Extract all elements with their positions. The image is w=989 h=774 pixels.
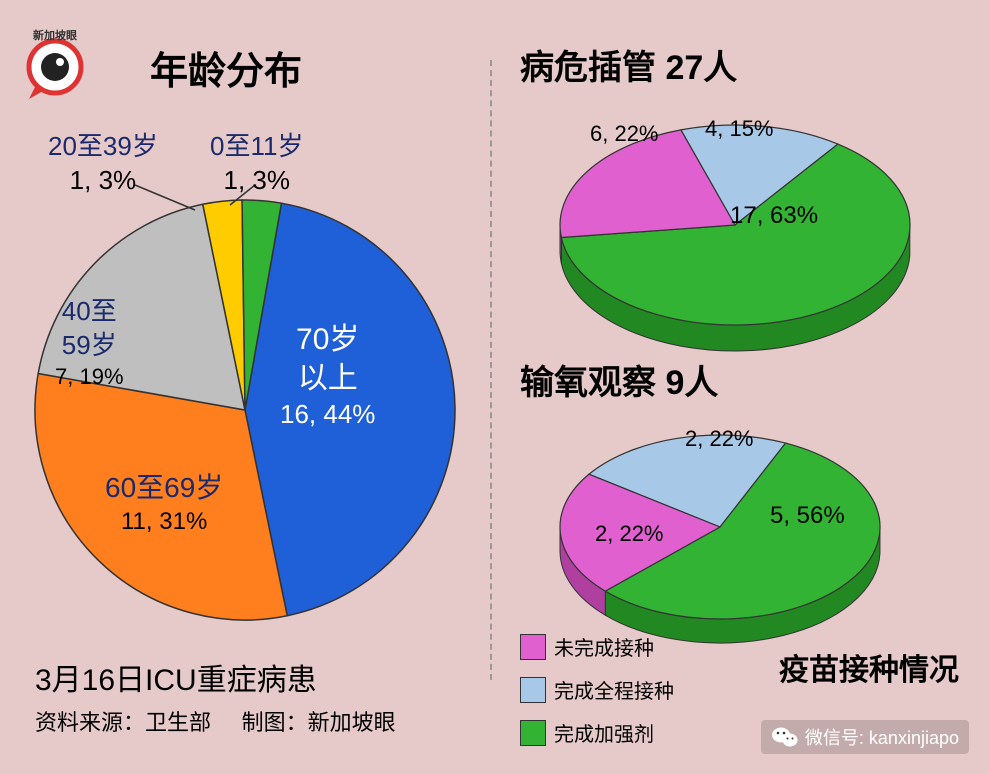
slice-value-70plus: 16, 44% <box>280 398 375 432</box>
slice-value-20-39: 1, 3% <box>48 164 158 198</box>
source-line: 资料来源：卫生部 制图：新加坡眼 <box>35 705 396 737</box>
chart2-label-blue: 2, 22% <box>685 425 754 454</box>
legend-item-0: 未完成接种 <box>520 632 654 661</box>
legend-label-2: 完成加强剂 <box>554 718 654 747</box>
legend-swatch-0 <box>520 634 546 660</box>
chart1-title: 病危插管 27人 <box>520 40 737 89</box>
chart1-label-blue: 4, 15% <box>705 115 774 144</box>
chart1-label-pink: 6, 22% <box>590 120 659 149</box>
slice-value-0-11: 1, 3% <box>210 164 303 198</box>
legend-label-1: 完成全程接种 <box>554 675 674 704</box>
legend-item-2: 完成加强剂 <box>520 718 654 747</box>
slice-label-0-11: 0至11岁 1, 3% <box>210 130 303 198</box>
slice-label-60-69: 60至69岁 11, 31% <box>105 470 223 538</box>
legend-swatch-2 <box>520 720 546 746</box>
left-subtitle: 3月16日ICU重症病患 <box>35 655 317 699</box>
legend-label-0: 未完成接种 <box>554 632 654 661</box>
slice-label-20-39: 20至39岁 1, 3% <box>48 130 158 198</box>
chart2-label-pink: 2, 22% <box>595 520 664 549</box>
slice-label-70plus: 70岁 以上 16, 44% <box>280 320 375 432</box>
slice-value-40-59: 7, 19% <box>55 363 124 392</box>
slice-label-40-59: 40至 59岁 7, 19% <box>55 295 124 391</box>
legend-swatch-1 <box>520 677 546 703</box>
wechat-label: 微信号: kanxinjiapo <box>805 724 959 750</box>
wechat-badge: 微信号: kanxinjiapo <box>761 720 969 754</box>
slice-value-60-69: 11, 31% <box>105 506 223 537</box>
chart1-label-green: 17, 63% <box>730 200 818 231</box>
legend-title: 疫苗接种情况 <box>779 645 959 689</box>
chart2-title: 输氧观察 9人 <box>520 355 718 404</box>
chart2-label-green: 5, 56% <box>770 500 845 531</box>
wechat-icon <box>771 725 799 749</box>
legend-item-1: 完成全程接种 <box>520 675 674 704</box>
